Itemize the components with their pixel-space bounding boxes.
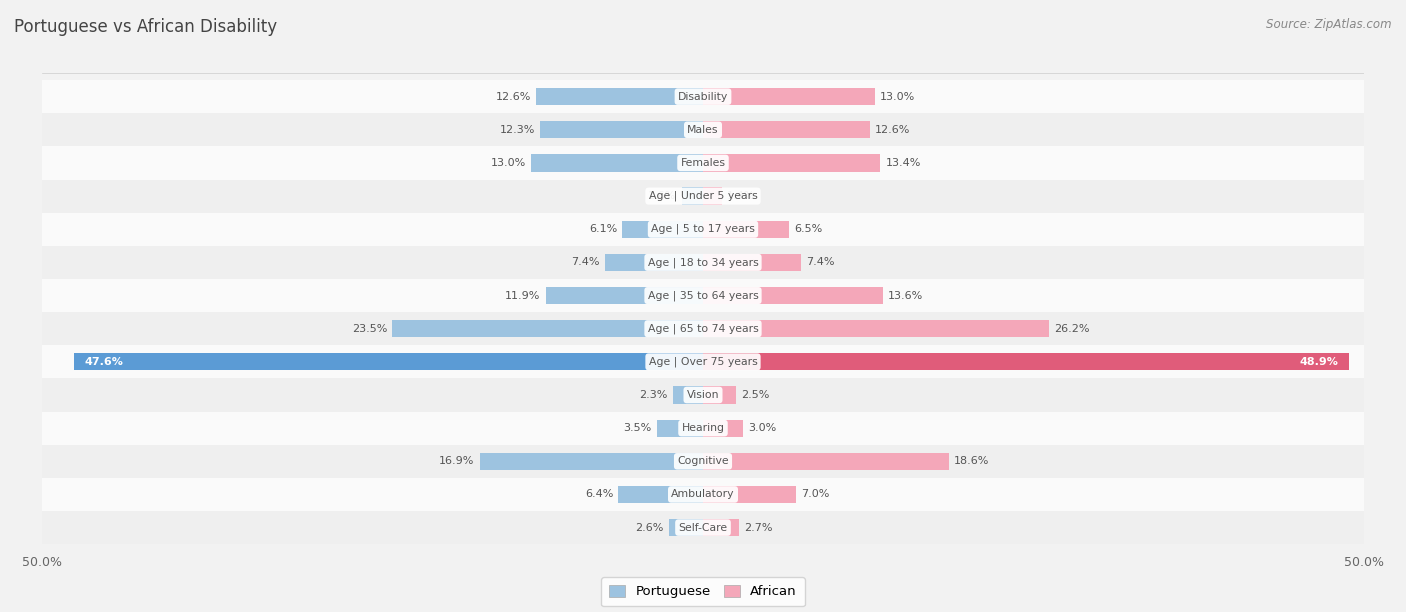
Text: Hearing: Hearing bbox=[682, 423, 724, 433]
Bar bbox=[703, 220, 789, 238]
Text: 13.6%: 13.6% bbox=[889, 291, 924, 300]
Text: Age | Over 75 years: Age | Over 75 years bbox=[648, 357, 758, 367]
Text: Females: Females bbox=[681, 158, 725, 168]
Text: Disability: Disability bbox=[678, 92, 728, 102]
Text: 6.1%: 6.1% bbox=[589, 224, 617, 234]
Text: 13.0%: 13.0% bbox=[880, 92, 915, 102]
Bar bbox=[42, 411, 1364, 445]
Text: 7.4%: 7.4% bbox=[806, 258, 835, 267]
Text: 12.6%: 12.6% bbox=[496, 92, 531, 102]
Bar bbox=[540, 121, 703, 138]
Bar bbox=[682, 187, 703, 204]
Text: Cognitive: Cognitive bbox=[678, 457, 728, 466]
Bar bbox=[703, 420, 742, 437]
Text: Age | Under 5 years: Age | Under 5 years bbox=[648, 191, 758, 201]
Bar bbox=[42, 212, 1364, 246]
Bar bbox=[42, 279, 1364, 312]
Bar bbox=[42, 80, 1364, 113]
Bar bbox=[703, 154, 880, 171]
Bar bbox=[42, 312, 1364, 345]
Text: 3.0%: 3.0% bbox=[748, 423, 776, 433]
Text: Portuguese vs African Disability: Portuguese vs African Disability bbox=[14, 18, 277, 36]
Text: 1.6%: 1.6% bbox=[648, 191, 676, 201]
Text: Vision: Vision bbox=[686, 390, 720, 400]
Text: Males: Males bbox=[688, 125, 718, 135]
Text: 2.3%: 2.3% bbox=[638, 390, 668, 400]
Text: Source: ZipAtlas.com: Source: ZipAtlas.com bbox=[1267, 18, 1392, 31]
Bar bbox=[42, 179, 1364, 212]
Bar bbox=[703, 453, 949, 470]
Bar bbox=[42, 511, 1364, 544]
Bar bbox=[605, 254, 703, 271]
Text: 13.4%: 13.4% bbox=[886, 158, 921, 168]
Legend: Portuguese, African: Portuguese, African bbox=[602, 577, 804, 606]
Text: 1.4%: 1.4% bbox=[727, 191, 755, 201]
Text: 47.6%: 47.6% bbox=[84, 357, 124, 367]
Text: Age | 35 to 64 years: Age | 35 to 64 years bbox=[648, 290, 758, 300]
Text: 48.9%: 48.9% bbox=[1299, 357, 1339, 367]
Bar bbox=[703, 486, 796, 503]
Text: Age | 18 to 34 years: Age | 18 to 34 years bbox=[648, 257, 758, 267]
Text: 11.9%: 11.9% bbox=[505, 291, 540, 300]
Text: 3.5%: 3.5% bbox=[623, 423, 651, 433]
Text: Age | 65 to 74 years: Age | 65 to 74 years bbox=[648, 324, 758, 334]
Bar bbox=[623, 220, 703, 238]
Text: Ambulatory: Ambulatory bbox=[671, 490, 735, 499]
Text: 6.5%: 6.5% bbox=[794, 224, 823, 234]
Text: 18.6%: 18.6% bbox=[955, 457, 990, 466]
Text: 2.5%: 2.5% bbox=[741, 390, 769, 400]
Bar bbox=[531, 154, 703, 171]
Bar bbox=[703, 353, 1350, 370]
Text: 6.4%: 6.4% bbox=[585, 490, 613, 499]
Bar bbox=[672, 386, 703, 404]
Text: 13.0%: 13.0% bbox=[491, 158, 526, 168]
Bar bbox=[42, 478, 1364, 511]
Bar bbox=[42, 113, 1364, 146]
Bar bbox=[479, 453, 703, 470]
Bar bbox=[703, 187, 721, 204]
Bar bbox=[703, 121, 869, 138]
Text: 12.3%: 12.3% bbox=[499, 125, 536, 135]
Text: 7.0%: 7.0% bbox=[801, 490, 830, 499]
Text: 16.9%: 16.9% bbox=[439, 457, 474, 466]
Bar bbox=[657, 420, 703, 437]
Bar bbox=[703, 287, 883, 304]
Text: 2.6%: 2.6% bbox=[636, 523, 664, 532]
Bar bbox=[703, 88, 875, 105]
Bar bbox=[546, 287, 703, 304]
Bar bbox=[669, 519, 703, 536]
Bar bbox=[537, 88, 703, 105]
Bar bbox=[392, 320, 703, 337]
Bar bbox=[75, 353, 703, 370]
Bar bbox=[42, 146, 1364, 179]
Bar bbox=[703, 254, 801, 271]
Bar bbox=[42, 345, 1364, 378]
Bar bbox=[42, 378, 1364, 411]
Text: 2.7%: 2.7% bbox=[744, 523, 772, 532]
Bar bbox=[42, 246, 1364, 279]
Text: Age | 5 to 17 years: Age | 5 to 17 years bbox=[651, 224, 755, 234]
Bar bbox=[619, 486, 703, 503]
Bar bbox=[703, 320, 1049, 337]
Text: 23.5%: 23.5% bbox=[352, 324, 387, 334]
Text: 7.4%: 7.4% bbox=[571, 258, 600, 267]
Bar bbox=[703, 386, 737, 404]
Text: 12.6%: 12.6% bbox=[875, 125, 910, 135]
Text: Self-Care: Self-Care bbox=[679, 523, 727, 532]
Bar bbox=[42, 445, 1364, 478]
Text: 26.2%: 26.2% bbox=[1054, 324, 1090, 334]
Bar bbox=[703, 519, 738, 536]
